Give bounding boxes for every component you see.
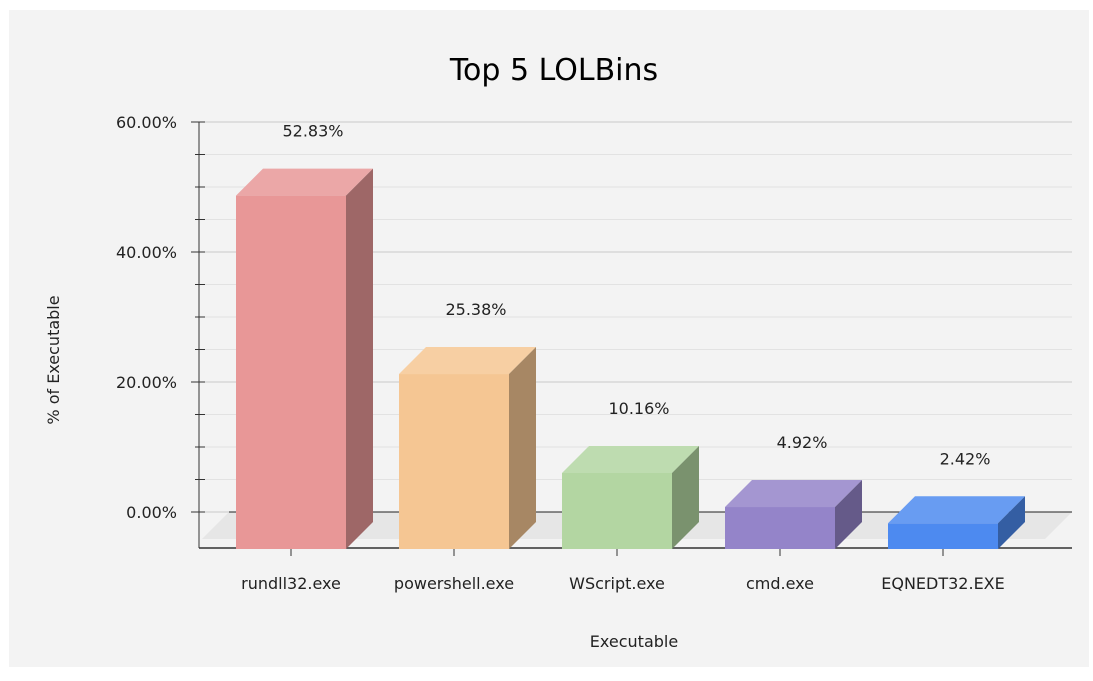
chart-svg: Top 5 LOLBins 0.00% 20.00% 40.00% 60.00% 52… [44, 53, 1072, 651]
bar-top [562, 445, 699, 473]
bar-value-label: 10.16% [608, 399, 669, 418]
bar-side [998, 496, 1025, 549]
bar-side [672, 445, 699, 549]
x-tick-label: cmd.exe [746, 574, 814, 593]
y-tick-label: 0.00% [126, 503, 177, 522]
bar-value-label: 4.92% [777, 433, 828, 452]
bar-4 [725, 480, 862, 549]
x-tick-label: rundll32.exe [241, 574, 341, 593]
bar-front [888, 523, 998, 549]
bars-layer [236, 168, 1025, 550]
bar-front [399, 374, 509, 549]
chart-title: Top 5 LOLBins [449, 53, 658, 88]
bar-top [236, 168, 373, 196]
labels-layer: 52.83% rundll32.exe 25.38% powershell.exe 10… [241, 122, 1005, 593]
bar-1 [236, 168, 373, 550]
bar-3 [562, 445, 699, 549]
x-tick-label: WScript.exe [569, 574, 665, 593]
bar-front [236, 195, 346, 550]
bar-front [562, 472, 672, 549]
bar-front [725, 507, 835, 549]
bar-top [888, 496, 1025, 524]
bar-top [725, 480, 862, 508]
x-tick-label: EQNEDT32.EXE [881, 574, 1005, 593]
chart-panel: Top 5 LOLBins 0.00% 20.00% 40.00% 60.00% 52… [9, 10, 1089, 667]
bar-side [835, 480, 862, 549]
x-axis-label: Executable [590, 632, 678, 651]
y-tick-label: 40.00% [116, 243, 177, 262]
bar-top [399, 347, 536, 375]
y-axis-label: % of Executable [44, 295, 63, 424]
bar-value-label: 25.38% [445, 300, 506, 319]
bar-side [346, 168, 373, 550]
bar-value-label: 2.42% [940, 449, 991, 468]
x-tick-label: powershell.exe [394, 574, 514, 593]
bar-value-label: 52.83% [282, 122, 343, 141]
y-tick-label: 20.00% [116, 373, 177, 392]
y-tick-label: 60.00% [116, 113, 177, 132]
bar-2 [399, 347, 536, 549]
bar-5 [888, 496, 1025, 549]
bar-side [509, 347, 536, 549]
